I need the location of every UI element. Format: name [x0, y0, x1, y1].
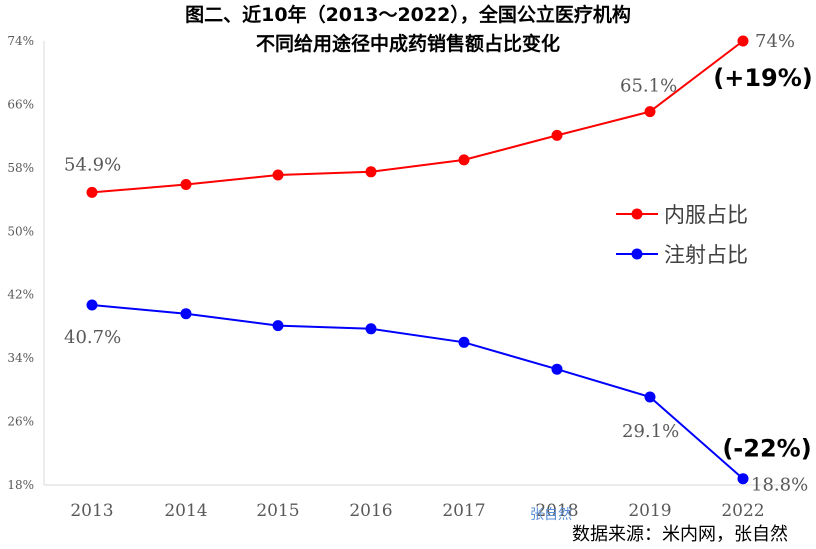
change-annotation: (+19%)	[713, 64, 813, 92]
y-tick-label: 34%	[7, 351, 34, 365]
legend-swatch-marker	[631, 208, 643, 220]
data-point	[365, 323, 377, 335]
legend-label: 内服占比	[664, 203, 748, 227]
data-point	[86, 299, 98, 311]
y-tick-label: 66%	[7, 97, 34, 111]
data-point	[86, 186, 98, 198]
x-tick-label: 2015	[256, 501, 299, 521]
y-tick-label: 42%	[7, 288, 34, 302]
chart-title-line-2: 不同给用途径中成药销售额占比变化	[256, 32, 560, 55]
y-tick-label: 58%	[7, 161, 34, 175]
data-point	[737, 35, 749, 47]
x-tick-label: 2014	[164, 501, 207, 521]
change-annotation: (-22%)	[722, 435, 811, 463]
data-point	[737, 473, 749, 485]
x-tick-label: 2017	[442, 501, 485, 521]
data-label: 65.1%	[620, 76, 677, 97]
legend-swatch-marker	[631, 248, 643, 260]
data-label: 18.8%	[751, 475, 808, 496]
y-tick-label: 26%	[7, 415, 34, 429]
data-label: 29.1%	[622, 421, 679, 442]
series-line	[91, 304, 744, 480]
source-note: 数据来源：米内网，张自然	[572, 524, 788, 545]
x-tick-label: 2019	[628, 501, 671, 521]
x-tick-label: 2013	[70, 501, 113, 521]
data-point	[272, 320, 284, 332]
watermark: 张自然	[530, 506, 572, 523]
legend-item: 内服占比	[616, 203, 748, 227]
y-tick-label: 50%	[7, 224, 34, 238]
data-point	[180, 179, 192, 190]
series-line	[91, 40, 744, 194]
data-point	[458, 336, 470, 348]
series-group	[86, 35, 749, 485]
data-label: 54.9%	[64, 154, 121, 175]
data-point	[551, 129, 563, 141]
chart-title-line-1: 图二、近10年（2013～2022），全国公立医疗机构	[185, 3, 631, 26]
data-point	[644, 391, 656, 403]
x-tick-label: 2018	[535, 501, 578, 521]
data-point	[644, 106, 656, 118]
x-axis-ticks: 2013 2014 2015 2016 2017 2018 2019 2022	[70, 501, 764, 521]
data-labels: 54.9% 65.1% 74% 40.7% 29.1% 18.8%	[64, 31, 808, 496]
legend-label: 注射占比	[664, 243, 748, 267]
data-label: 40.7%	[64, 327, 121, 348]
y-tick-label: 18%	[7, 478, 34, 492]
chart-title: 图二、近10年（2013～2022），全国公立医疗机构 不同给用途径中成药销售额…	[185, 3, 631, 55]
data-label: 74%	[755, 31, 795, 52]
x-tick-label: 2016	[349, 501, 392, 521]
legend-item: 注射占比	[616, 243, 748, 267]
y-tick-label: 74%	[7, 34, 34, 48]
y-axis-ticks: 74% 66% 58% 50% 42% 34% 26% 18%	[7, 34, 34, 492]
data-point	[180, 308, 192, 320]
data-point	[551, 363, 563, 375]
x-tick-label: 2022	[721, 501, 764, 521]
data-point	[458, 154, 470, 166]
data-point	[365, 166, 377, 178]
data-point	[272, 169, 284, 181]
annotations: (+19%) (-22%)	[713, 64, 813, 463]
